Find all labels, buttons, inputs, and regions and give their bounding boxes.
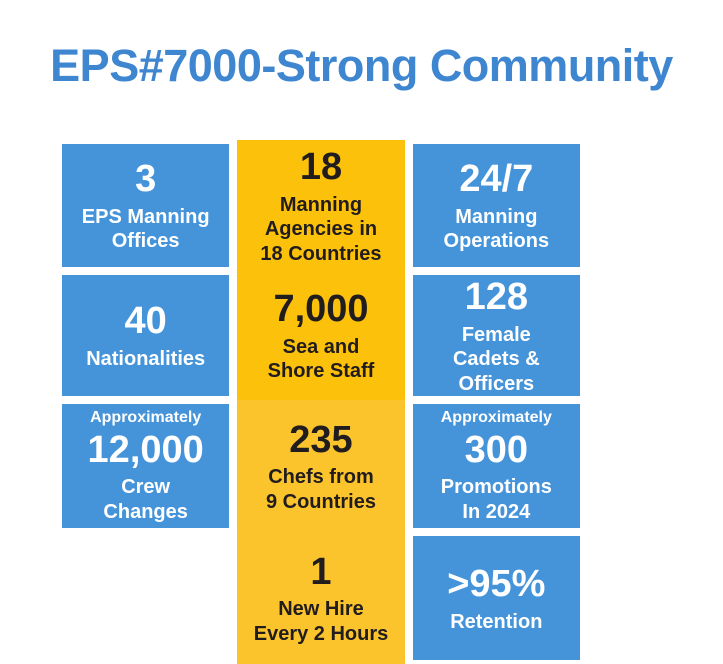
- stat-label: Manning Agencies in 18 Countries: [260, 193, 382, 265]
- stat-label: Chefs from 9 Countries: [265, 466, 376, 513]
- stat-value: >95%: [447, 562, 546, 605]
- stat-label: EPS Manning Offices: [81, 205, 210, 253]
- stat-label: Female Cadets & Officers: [452, 323, 540, 395]
- stat-tile-manning-operations: 24/7 Manning Operations: [412, 144, 580, 267]
- stat-tile-nationalities: 40 Nationalities: [62, 275, 230, 396]
- stat-tile-eps-manning-offices: 3 EPS Manning Offices: [62, 144, 230, 267]
- stat-qualifier: Approximately: [90, 408, 202, 426]
- stat-value: 1: [310, 550, 332, 593]
- stat-label: Crew Changes: [103, 476, 188, 523]
- stat-value: 7,000: [273, 288, 369, 331]
- stat-value: 18: [299, 146, 343, 189]
- stat-qualifier: Approximately: [440, 408, 552, 426]
- stat-label: Nationalities: [86, 348, 206, 371]
- stat-label: Manning Operations: [443, 205, 550, 253]
- stat-tile-new-hire: 1 New Hire Every 2 Hours: [237, 532, 405, 664]
- stat-label: Promotions In 2024: [440, 476, 552, 523]
- stat-tile-female-cadets-officers: 128 Female Cadets & Officers: [412, 275, 580, 396]
- stats-grid: 3 EPS Manning Offices 18 Manning Agencie…: [62, 140, 580, 664]
- stat-label: New Hire Every 2 Hours: [253, 598, 389, 645]
- stat-value: 3: [135, 158, 157, 201]
- stat-tile-chefs: 235 Chefs from 9 Countries: [237, 400, 405, 532]
- stat-value: 40: [124, 300, 167, 343]
- stat-label: Retention: [450, 610, 543, 633]
- stat-value: 12,000: [87, 428, 204, 471]
- stat-label: Sea and Shore Staff: [267, 335, 375, 383]
- stat-value: 128: [464, 276, 529, 319]
- stat-value: 300: [464, 428, 529, 471]
- stat-tile-sea-shore-staff: 7,000 Sea and Shore Staff: [237, 271, 405, 400]
- page-title: EPS#7000-Strong Community: [50, 40, 673, 91]
- stat-tile-retention: >95% Retention: [412, 536, 580, 660]
- stat-tile-crew-changes: Approximately 12,000 Crew Changes: [62, 404, 230, 528]
- stat-tile-promotions: Approximately 300 Promotions In 2024: [412, 404, 580, 528]
- stat-value: 24/7: [459, 158, 534, 201]
- stat-value: 235: [289, 418, 353, 461]
- stat-tile-manning-agencies: 18 Manning Agencies in 18 Countries: [237, 140, 405, 271]
